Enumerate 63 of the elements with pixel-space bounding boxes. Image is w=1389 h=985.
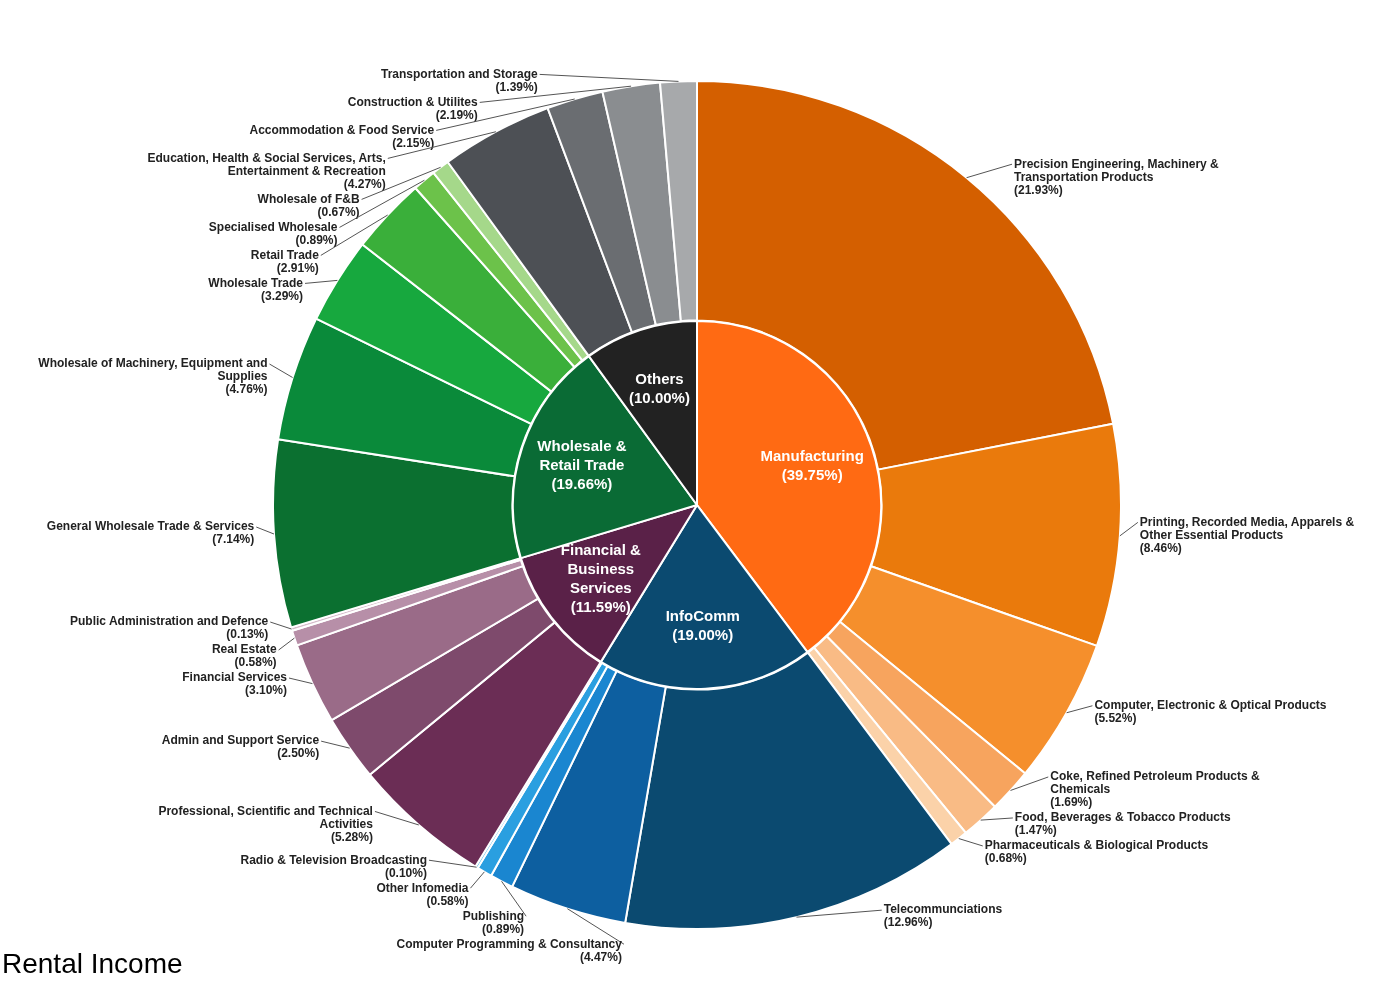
slice-label: Education, Health & Social Services, Arts, Entertainment & Recreation	[147, 150, 386, 178]
data-label: (11.59%)	[570, 597, 631, 615]
slice-label: General Wholesale Trade & Services	[46, 519, 255, 534]
data-label: (5.52%)	[1094, 711, 1137, 726]
slice-label: Wholesale of Machinery, Equipment and Supplies	[38, 356, 268, 384]
data-label: (10.00%)	[629, 389, 690, 407]
data-label: (4.47%)	[579, 949, 622, 964]
slice-label: Wholesale of F&B	[257, 191, 360, 206]
data-label: (3.10%)	[244, 683, 288, 698]
data-label: (0.89%)	[482, 921, 525, 936]
slice-label: Radio & Television Broadcasting	[240, 852, 427, 867]
data-label: (1.69%)	[1050, 795, 1093, 810]
slice-label: Other Infomedia	[376, 880, 469, 895]
data-label: (2.50%)	[277, 746, 320, 761]
slice-label: Others	[635, 370, 684, 388]
slice-label: Real Estate	[211, 642, 277, 657]
data-label: (1.39%)	[495, 79, 538, 94]
data-label: (0.67%)	[317, 204, 360, 219]
slice-label: Admin and Support Service	[161, 733, 320, 748]
slice-label: Specialised Wholesale	[208, 219, 338, 234]
slice-label: Publishing	[462, 908, 525, 923]
slice-label: Transportation and Storage	[380, 66, 538, 81]
data-label: (5.28%)	[330, 829, 373, 844]
data-label: (2.15%)	[392, 135, 435, 150]
data-label: (19.00%)	[672, 625, 734, 643]
slice-label: Computer Programming & Consultancy	[396, 936, 623, 951]
slice-label: Construction & Utilites	[347, 94, 479, 109]
data-label: (2.19%)	[435, 107, 478, 122]
data-label: (0.58%)	[426, 893, 469, 908]
slice-label: Financial Services	[182, 670, 288, 685]
data-label: (21.93%)	[1014, 182, 1063, 197]
slice-label: Accommodation & Food Service	[249, 122, 435, 137]
data-label: (1.47%)	[1014, 823, 1057, 838]
data-label: (4.76%)	[225, 382, 268, 397]
slice-label: InfoComm	[665, 606, 740, 624]
slice-label: Telecommunciations	[883, 902, 1003, 917]
slice-label: Public Administration and Defence	[70, 614, 269, 629]
slice-label: Professional, Scientific and Technical Activities	[158, 803, 374, 831]
data-label: (8.46%)	[1139, 540, 1182, 555]
data-label: (12.96%)	[883, 915, 933, 930]
data-label: (19.66%)	[551, 475, 613, 493]
data-label: (0.10%)	[384, 865, 427, 880]
slice-label: Coke, Refined Petroleum Products & Chemicals	[1050, 769, 1260, 797]
data-label: (39.75%)	[781, 466, 843, 484]
data-label: (0.68%)	[984, 851, 1027, 866]
slice-label: Wholesale Trade	[208, 275, 304, 290]
data-label: (3.29%)	[260, 288, 304, 303]
slice-label: Precision Engineering, Machinery & Transportation Products	[1014, 156, 1220, 184]
data-label: (0.58%)	[234, 655, 277, 670]
slice-label: Pharmaceuticals & Biological Products	[984, 838, 1209, 853]
slice-label: Financial & Business Services	[560, 540, 641, 596]
data-label: (7.14%)	[212, 532, 255, 547]
slice-label: Manufacturing	[760, 447, 864, 465]
text: Rental Income	[2, 947, 183, 979]
data-label: (0.89%)	[295, 232, 338, 247]
data-label: (2.91%)	[276, 260, 319, 275]
slice-label: Computer, Electronic & Optical Products	[1094, 698, 1327, 713]
slice-label: Food, Beverages & Tobacco Products	[1014, 810, 1231, 825]
slice-label: Printing, Recorded Media, Apparels & Other Essential Products	[1139, 514, 1355, 542]
slice-label: Retail Trade	[250, 247, 320, 262]
slice-label: Wholesale & Retail Trade	[537, 437, 627, 474]
data-label: (4.27%)	[343, 176, 386, 191]
data-label: (0.13%)	[226, 627, 269, 642]
